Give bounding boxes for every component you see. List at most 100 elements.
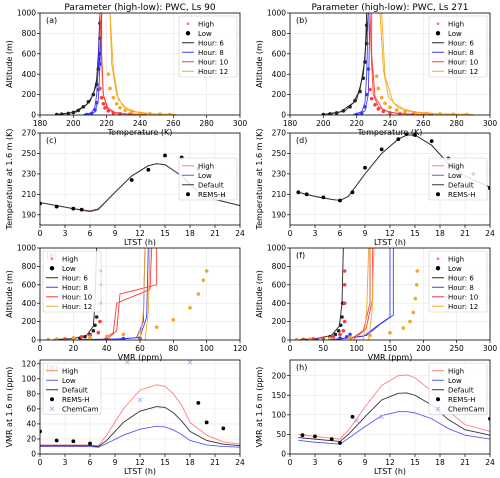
legend-entry: REMS-H [62,396,90,404]
x-tick-label: 50 [319,344,329,353]
chart-panel-1: 180 200 220 240 260 280 300 0 200 400 600 800 1000 (b… [255,3,497,137]
data-point [379,147,384,152]
data-point [308,337,312,340]
axes-frame [39,12,241,116]
data-point [204,420,209,425]
y-tick-label: 0 [31,450,36,459]
data-point [40,201,42,206]
legend-entry: Hour: 8 [198,49,224,57]
x-tick-label: 3 [313,229,318,238]
series-line [40,384,240,447]
data-point [359,111,364,115]
x-tick-label: 300 [483,344,498,353]
data-point [408,319,412,324]
x-tick-label: 240 [133,119,148,128]
y-tick-label: 120 [22,359,37,368]
x-axis-label: VMR (ppm) [368,353,413,362]
x-tick-label: 18 [435,229,445,238]
y-tick-label: 0 [281,336,286,345]
data-point [137,397,143,403]
legend-entry: ChemCam [62,405,99,413]
legend-entry: ChemCam [448,405,485,413]
legend-entry: REMS-H [448,396,476,404]
data-point [201,278,206,283]
x-tick-label: 250 [450,344,465,353]
data-point [63,337,67,340]
data-point [329,437,334,442]
chart-panel-2: 0 3 6 9 12 15 18 21 24 190 210 230 250 270 (c) LTST (h)… [5,129,245,247]
x-tick-label: 80 [169,344,179,353]
data-point [374,74,379,79]
data-point [373,103,377,107]
data-point [363,165,367,170]
x-tick-label: 60 [135,344,145,353]
data-point [388,111,392,115]
y-tick-label: 0 [31,336,36,345]
series-line [56,13,101,115]
data-point [148,111,152,115]
y-tick-label: 210 [22,190,37,199]
x-tick-label: 150 [383,344,398,353]
data-point [86,99,91,104]
data-point [294,337,299,340]
x-tick-label: 6 [88,229,93,238]
x-axis-label: VMR (ppm) [118,353,163,362]
x-tick-label: 0 [288,229,293,238]
data-point [129,110,134,114]
series-line [368,248,375,340]
data-point [79,207,84,212]
data-point [71,439,76,444]
series-line [349,248,371,340]
legend-marker [435,266,441,271]
axes-frame [39,359,241,455]
data-point [71,206,76,211]
x-tick-label: 3 [63,229,68,238]
series-line [139,248,146,340]
data-point [354,418,359,424]
data-point [348,332,352,337]
y-tick-label: 400 [22,70,37,79]
y-tick-label: 800 [272,262,287,271]
axes-frame [39,247,241,341]
axes-frame [289,12,491,116]
legend-entry: Hour: 12 [448,68,478,76]
legend-marker [50,397,54,402]
data-point [350,190,355,195]
data-point [300,433,305,438]
x-axis-label: LTST (h) [124,238,156,247]
x-tick-label: 12 [385,458,395,467]
legend-entry: Hour: 10 [448,58,478,66]
y-tick-label: 200 [22,317,37,326]
data-point [94,100,99,105]
data-point [71,110,76,115]
data-point [106,109,111,113]
data-point [40,429,42,434]
panel-label: (f) [296,251,305,260]
axes-frame [289,247,491,341]
data-point [118,106,122,110]
y-axis-label: Altitude (m) [5,40,14,88]
legend-marker [186,22,190,26]
series-line [40,425,240,448]
legend-entry: Hour: 12 [448,303,478,311]
data-point [342,319,347,324]
data-point [106,72,111,76]
data-point [328,112,332,115]
series-line [371,13,417,115]
data-point [342,269,347,273]
y-tick-label: 270 [22,129,37,138]
x-tick-label: 18 [185,229,195,238]
data-point [54,112,59,115]
legend-entry: High [448,367,464,375]
legend-entry: Default [448,181,474,189]
x-tick-label: 3 [313,458,318,467]
legend-entry: Low [448,265,462,273]
y-axis-label: Altitude (m) [255,270,264,318]
data-point [111,95,116,100]
data-point [314,337,319,340]
data-point [114,101,119,106]
